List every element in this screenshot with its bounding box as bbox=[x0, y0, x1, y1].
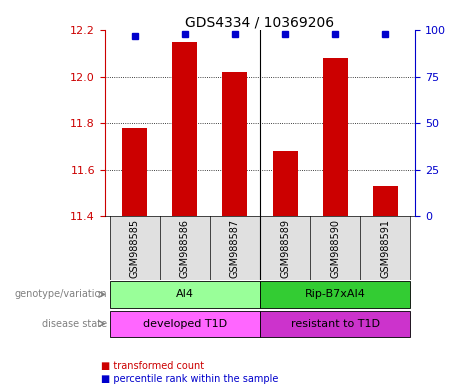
Text: GSM988591: GSM988591 bbox=[380, 219, 390, 278]
Text: GSM988586: GSM988586 bbox=[180, 219, 190, 278]
Bar bbox=[310, 216, 360, 280]
Bar bbox=[160, 216, 210, 280]
Text: GSM988589: GSM988589 bbox=[280, 219, 290, 278]
Text: ■ transformed count: ■ transformed count bbox=[101, 361, 205, 371]
FancyBboxPatch shape bbox=[260, 311, 410, 337]
Bar bbox=[272, 151, 297, 216]
Bar bbox=[122, 128, 148, 216]
Text: genotype/variation: genotype/variation bbox=[15, 290, 107, 300]
Bar bbox=[360, 216, 410, 280]
Bar bbox=[223, 72, 248, 216]
Bar bbox=[210, 216, 260, 280]
Text: GSM988585: GSM988585 bbox=[130, 219, 140, 278]
Text: GSM988590: GSM988590 bbox=[330, 219, 340, 278]
Text: AI4: AI4 bbox=[176, 290, 194, 300]
Bar bbox=[323, 58, 348, 216]
Title: GDS4334 / 10369206: GDS4334 / 10369206 bbox=[185, 15, 335, 29]
Bar bbox=[372, 186, 398, 216]
Text: resistant to T1D: resistant to T1D bbox=[290, 319, 380, 329]
Bar bbox=[110, 216, 160, 280]
FancyBboxPatch shape bbox=[260, 281, 410, 308]
Text: developed T1D: developed T1D bbox=[143, 319, 227, 329]
Bar bbox=[172, 42, 197, 216]
Text: ■ percentile rank within the sample: ■ percentile rank within the sample bbox=[101, 374, 279, 384]
Bar bbox=[260, 216, 310, 280]
Text: disease state: disease state bbox=[42, 319, 107, 329]
Text: GSM988587: GSM988587 bbox=[230, 219, 240, 278]
FancyBboxPatch shape bbox=[110, 281, 260, 308]
Text: Rip-B7xAI4: Rip-B7xAI4 bbox=[305, 290, 366, 300]
FancyBboxPatch shape bbox=[110, 311, 260, 337]
